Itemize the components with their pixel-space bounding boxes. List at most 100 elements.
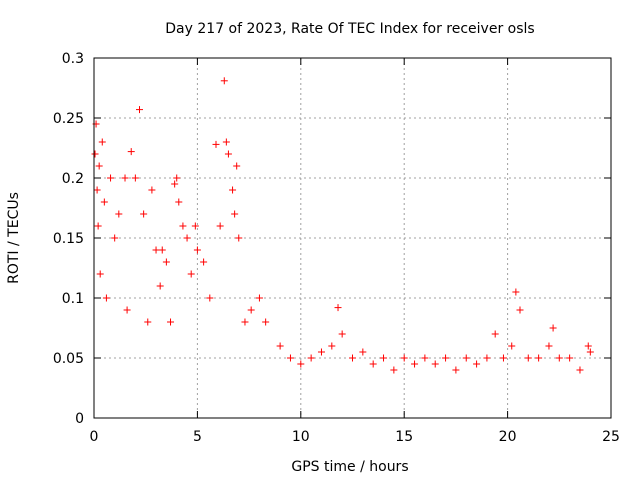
data-point: [499, 354, 507, 362]
data-point: [328, 342, 336, 350]
data-point: [212, 140, 220, 148]
y-axis-label: ROTI / TECUs: [6, 192, 22, 284]
data-point: [442, 354, 450, 362]
y-tick-label: 0.2: [62, 171, 84, 187]
data-point: [584, 342, 592, 350]
data-point: [452, 366, 460, 374]
data-point: [187, 270, 195, 278]
data-point: [512, 288, 520, 296]
data-point: [349, 354, 356, 362]
data-point: [586, 348, 594, 356]
data-point: [173, 174, 181, 182]
x-tick-label: 0: [90, 429, 99, 445]
data-point: [338, 330, 346, 338]
data-point: [111, 234, 119, 242]
data-point: [231, 210, 239, 218]
data-point: [516, 306, 524, 314]
data-point: [95, 162, 103, 170]
data-point: [183, 234, 191, 242]
data-point: [431, 360, 439, 368]
data-point: [167, 318, 175, 326]
data-point: [200, 258, 208, 266]
data-point: [107, 174, 115, 182]
x-tick-label: 10: [292, 429, 310, 445]
data-point: [334, 304, 342, 312]
data-point: [144, 318, 152, 326]
y-tick-label: 0: [75, 411, 84, 427]
data-point: [100, 198, 108, 206]
data-point: [115, 210, 123, 218]
data-point: [508, 342, 516, 350]
data-point: [491, 330, 499, 338]
data-point: [102, 294, 110, 302]
data-point: [421, 354, 429, 362]
data-point: [307, 354, 315, 362]
data-point: [297, 360, 305, 368]
chart-title: Day 217 of 2023, Rate Of TEC Index for r…: [165, 21, 534, 37]
data-point: [135, 106, 143, 114]
x-tick-label: 20: [499, 429, 517, 445]
data-point: [193, 246, 201, 254]
data-point: [175, 198, 183, 206]
data-point: [390, 366, 398, 374]
data-point: [162, 258, 170, 266]
data-point: [127, 148, 135, 156]
data-point: [148, 186, 156, 194]
data-point: [400, 354, 408, 362]
data-point: [93, 186, 101, 194]
data-point: [276, 342, 284, 350]
data-point: [156, 282, 164, 290]
data-point: [131, 174, 139, 182]
data-point: [549, 324, 557, 332]
data-point: [216, 222, 224, 230]
data-point: [535, 354, 543, 362]
data-point: [286, 354, 294, 362]
data-point: [359, 348, 367, 356]
data-point: [224, 150, 232, 158]
data-points: [91, 77, 594, 374]
y-tick-label: 0.1: [62, 291, 84, 307]
data-point: [121, 174, 129, 182]
data-point: [94, 222, 102, 230]
data-point: [191, 222, 199, 230]
data-point: [220, 77, 228, 85]
data-point: [241, 318, 249, 326]
y-tick-label: 0.05: [53, 351, 84, 367]
data-point: [545, 342, 553, 350]
data-point: [473, 360, 481, 368]
data-point: [317, 348, 325, 356]
data-point: [566, 354, 574, 362]
y-tick-label: 0.25: [53, 111, 84, 127]
y-tick-label: 0.15: [53, 231, 84, 247]
x-tick-label: 5: [193, 429, 202, 445]
data-point: [555, 354, 563, 362]
data-point: [233, 162, 241, 170]
data-point: [179, 222, 187, 230]
data-point: [222, 138, 230, 146]
data-point: [171, 180, 179, 188]
data-point: [158, 246, 166, 254]
grid: [94, 58, 611, 418]
data-point: [229, 186, 237, 194]
data-point: [483, 354, 491, 362]
data-point: [123, 306, 131, 314]
data-point: [262, 318, 270, 326]
data-point: [411, 360, 419, 368]
ticks: 0 5 10 15 20 25 0 0.05 0.1 0.15 0.2 0.25 0.3: [53, 51, 620, 445]
data-point: [235, 234, 243, 242]
data-point: [96, 270, 104, 278]
data-point: [140, 210, 148, 218]
y-tick-label: 0.3: [62, 51, 84, 67]
data-point: [255, 294, 263, 302]
data-point: [152, 246, 160, 254]
x-tick-label: 25: [602, 429, 620, 445]
data-point: [98, 138, 106, 146]
data-point: [576, 366, 584, 374]
data-point: [247, 306, 255, 314]
plot-frame: [93, 57, 612, 419]
data-point: [380, 354, 388, 362]
data-point: [369, 360, 377, 368]
data-point: [206, 294, 214, 302]
data-point: [462, 354, 470, 362]
